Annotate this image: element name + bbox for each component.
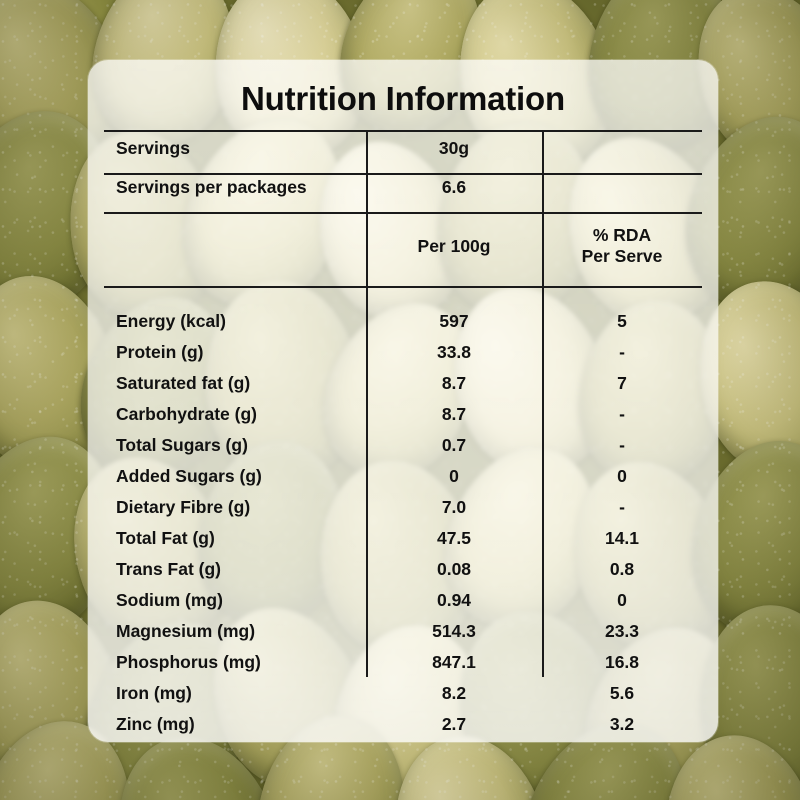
nutrient-row-label: Magnesium (mg) [116,621,256,641]
serving-row-label: Servings [116,138,190,158]
nutrient-row-label: Added Sugars (g) [116,466,262,486]
column-divider-per-100g [366,130,368,677]
header-per-100g: Per 100g [417,236,491,256]
nutrient-row-per-100g: 0.08 [436,559,472,579]
nutrient-row-rda: 5 [617,311,627,331]
nutrient-row-per-100g: 8.2 [441,683,467,703]
nutrient-row-label: Zinc (mg) [116,714,195,734]
nutrient-row-per-100g: 0 [449,466,459,486]
nutrient-row-per-100g: 2.7 [441,714,467,734]
nutrient-row-per-100g: 0.7 [441,435,467,455]
nutrient-row-label: Total Sugars (g) [116,435,248,455]
nutrient-row-label: Energy (kcal) [116,311,226,331]
table-rule-top [104,130,702,132]
nutrient-row-rda: - [619,435,625,455]
nutrient-row-rda: - [619,497,625,517]
nutrition-information-panel: Nutrition Information Servings 30g Serving… [88,60,718,742]
nutrient-row-rda: 0 [617,590,627,610]
serving-row-label: Servings per packages [116,177,307,197]
nutrient-row-rda: 16.8 [604,652,640,672]
nutrient-row-label: Protein (g) [116,342,204,362]
table-rule-header-bottom [104,286,702,288]
nutrient-row-label: Sodium (mg) [116,590,223,610]
nutrient-row-label: Carbohydrate (g) [116,404,257,424]
nutrient-row-label: Trans Fat (g) [116,559,222,579]
page-title: Nutrition Information [241,80,565,117]
nutrient-row-rda: - [619,342,625,362]
nutrient-row-label: Dietary Fibre (g) [116,497,251,517]
nutrient-row-rda: - [619,404,625,424]
nutrient-row-per-100g: 8.7 [441,373,467,393]
serving-row-value: 6.6 [441,177,467,197]
nutrient-row-label: Iron (mg) [116,683,192,703]
table-rule-servings-bottom [104,212,702,214]
nutrient-row-per-100g: 0.94 [436,590,472,610]
nutrient-row-rda: 0 [617,466,627,486]
nutrient-row-per-100g: 33.8 [436,342,472,362]
serving-row-value: 30g [438,138,470,158]
nutrient-row-label: Saturated fat (g) [116,373,251,393]
nutrient-row-rda: 0.8 [609,559,635,579]
nutrient-row-rda: 23.3 [604,621,640,641]
nutrient-row-per-100g: 847.1 [432,652,476,672]
nutrient-row-label: Phosphorus (mg) [116,652,261,672]
header-rda-per-serve: % RDA Per Serve [581,225,663,266]
table-rule-servings-divider [104,173,702,175]
nutrient-row-per-100g: 47.5 [436,528,472,548]
nutrient-row-rda: 3.2 [609,714,635,734]
nutrient-row-rda: 7 [617,373,627,393]
nutrient-row-per-100g: 597 [439,311,469,331]
nutrient-row-rda: 5.6 [609,683,635,703]
nutrient-row-per-100g: 514.3 [432,621,476,641]
nutrient-row-per-100g: 8.7 [441,404,467,424]
nutrient-row-rda: 14.1 [604,528,640,548]
nutrient-row-per-100g: 7.0 [441,497,467,517]
nutrient-row-label: Total Fat (g) [116,528,215,548]
column-divider-rda [542,130,544,677]
